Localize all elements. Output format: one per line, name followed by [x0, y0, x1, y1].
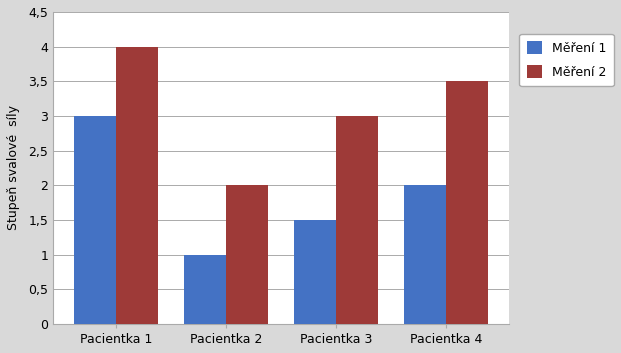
Bar — [294, 220, 336, 324]
Bar — [404, 185, 446, 324]
Bar — [74, 116, 116, 324]
Legend: Měření 1, Měření 2: Měření 1, Měření 2 — [519, 34, 614, 86]
Y-axis label: Stupeň svalové  síly: Stupeň svalové síly — [7, 106, 20, 231]
Bar — [116, 47, 158, 324]
Bar — [336, 116, 378, 324]
Bar — [184, 255, 226, 324]
Bar — [226, 185, 268, 324]
Bar — [446, 81, 488, 324]
